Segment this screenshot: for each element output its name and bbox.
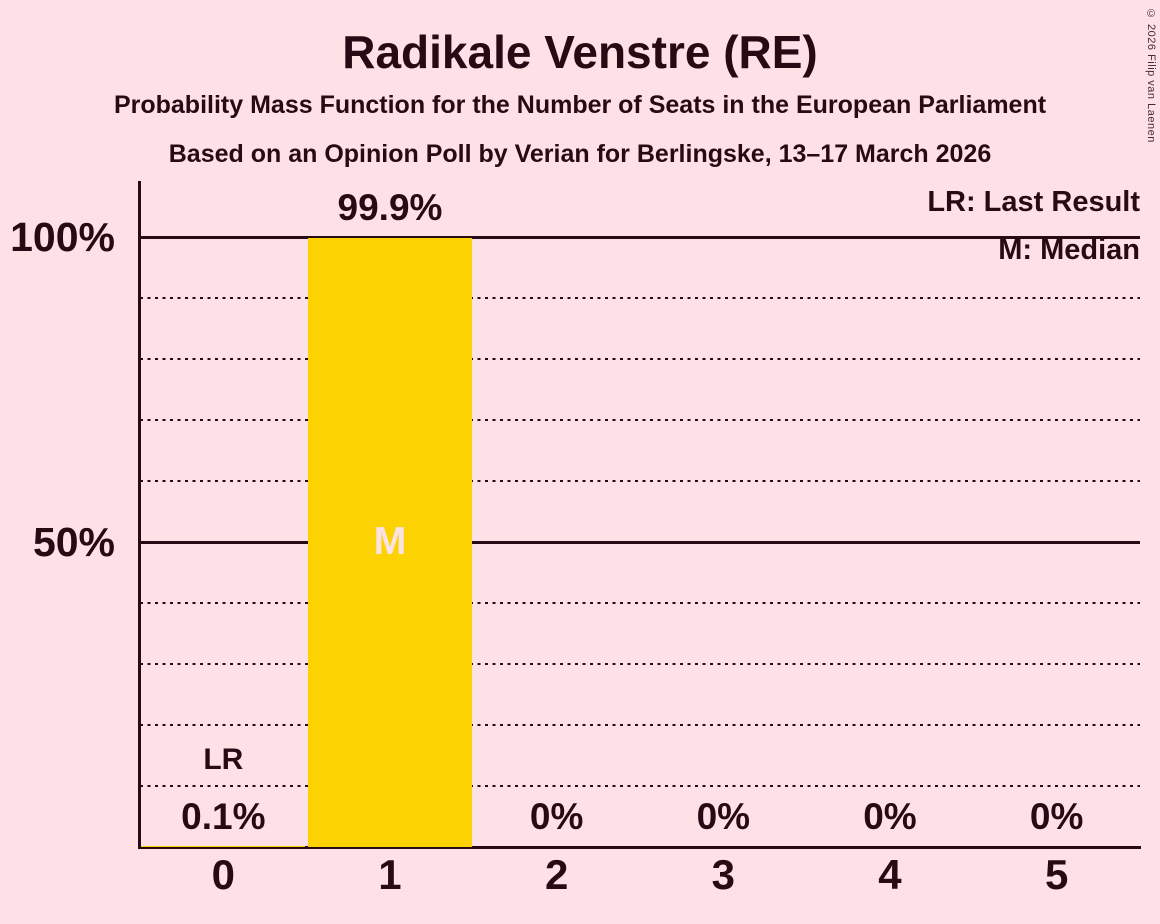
gridline-30pct: [140, 662, 1140, 665]
gridline-100pct: [140, 235, 1140, 239]
gridline-90pct: [140, 296, 1140, 299]
legend-last-result: LR: Last Result: [927, 186, 1140, 218]
gridline-70pct: [140, 418, 1140, 421]
gridline-20pct: [140, 723, 1140, 726]
y-axis-line: [138, 181, 141, 849]
bar-value-label-0: 0.1%: [181, 796, 266, 837]
x-tick-label-4: 4: [878, 851, 902, 898]
gridline-10pct: [140, 784, 1140, 787]
gridline-80pct: [140, 357, 1140, 360]
y-tick-label-50: 50%: [32, 519, 115, 565]
gridline-50pct: [140, 540, 1140, 544]
last-result-annotation: LR: [203, 743, 244, 776]
copyright-notice: © 2026 Filip van Laenen: [1145, 8, 1157, 143]
x-tick-label-5: 5: [1044, 851, 1069, 898]
bar-value-label-5: 0%: [1029, 796, 1084, 837]
bar-value-label-4: 0%: [863, 796, 917, 837]
bar-seats-1: [308, 237, 472, 847]
bar-value-label-2: 0%: [529, 796, 584, 837]
x-tick-label-3: 3: [711, 851, 735, 898]
gridline-40pct: [140, 601, 1140, 604]
bar-value-label-3: 0%: [696, 796, 751, 837]
plot-area: 0.1% 0 LR 99.9% 1 M 0% 2 0% 3 0% 4 0% 5: [138, 181, 1141, 898]
bar-seats-0: [141, 846, 306, 847]
page-title: Radikale Venstre (RE): [342, 26, 818, 78]
x-tick-label-1: 1: [378, 851, 402, 898]
y-tick-label-100: 100%: [10, 214, 115, 260]
x-tick-label-2: 2: [544, 851, 569, 898]
legend-median: M: Median: [998, 234, 1140, 266]
x-axis-line: [138, 845, 1141, 849]
bar-value-label-1: 99.9%: [337, 186, 443, 228]
gridline-60pct: [140, 479, 1140, 482]
chart-source-subtitle: Based on an Opinion Poll by Verian for B…: [168, 140, 992, 168]
median-marker: M: [373, 520, 407, 563]
chart-subtitle: Probability Mass Function for the Number…: [113, 91, 1047, 119]
x-tick-label-0: 0: [211, 851, 235, 898]
